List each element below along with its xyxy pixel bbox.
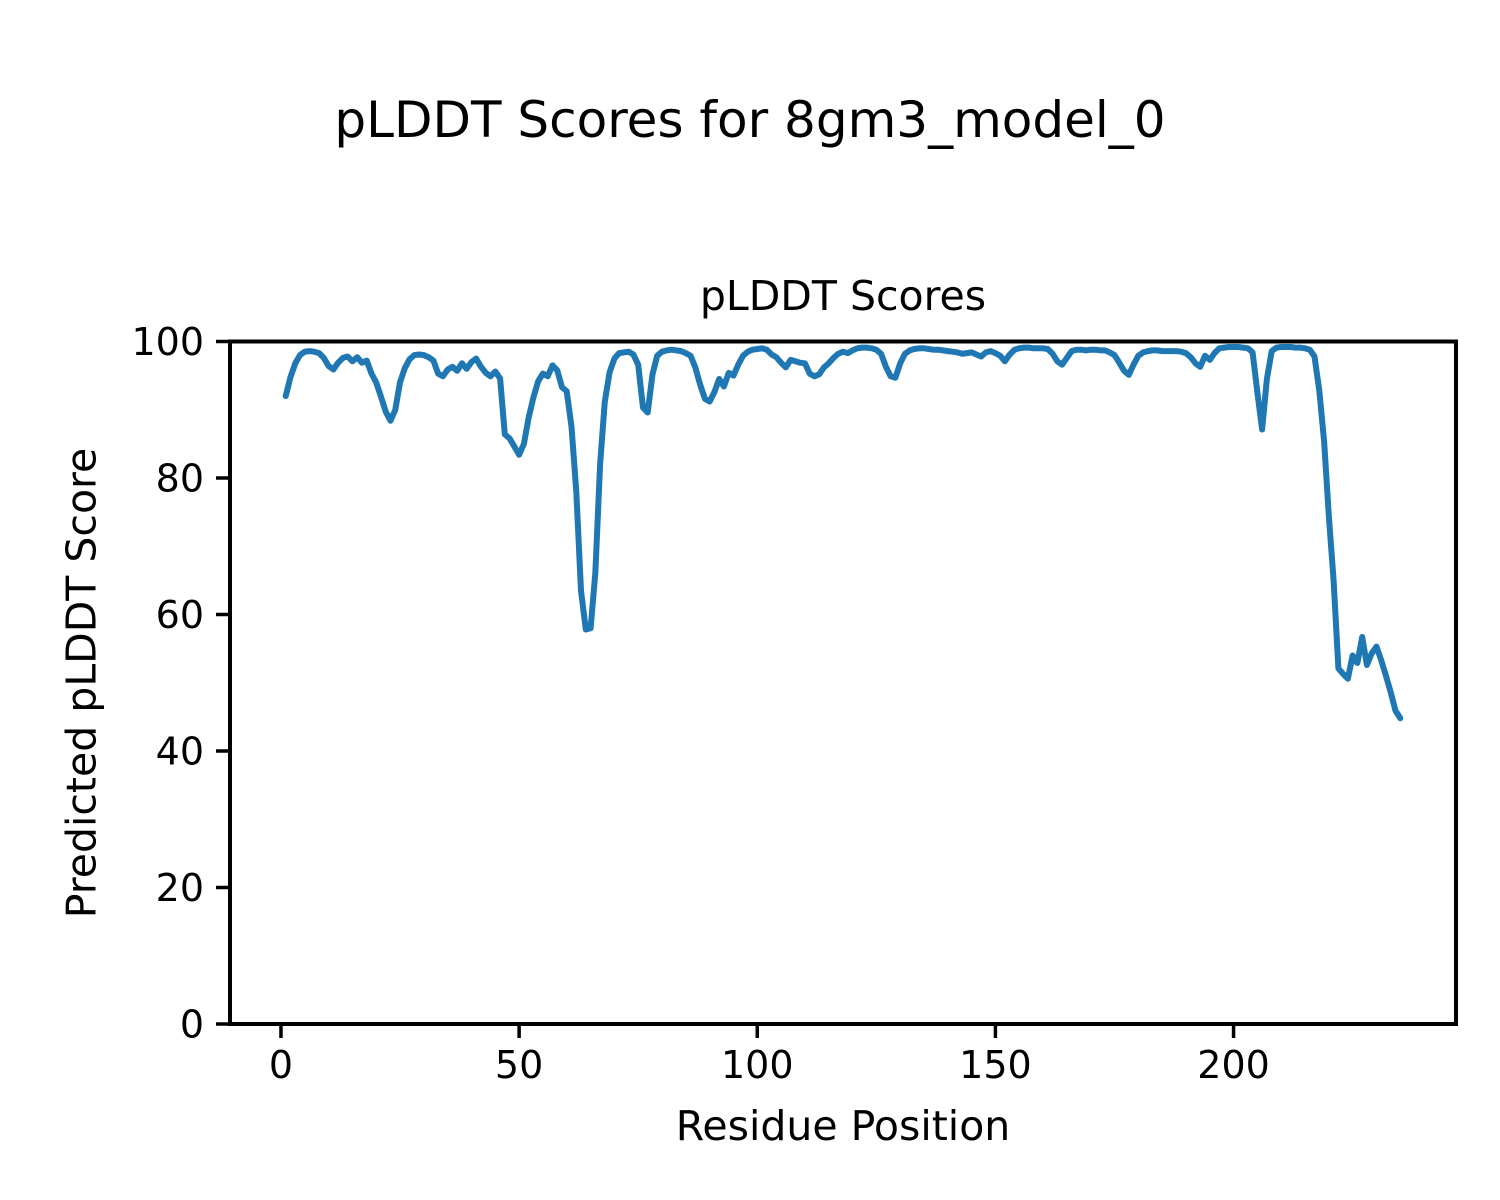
- y-tick-label: 40: [156, 730, 204, 774]
- x-tick-label: 100: [721, 1043, 794, 1087]
- x-tick-label: 150: [959, 1043, 1032, 1087]
- x-axis-label: Residue Position: [675, 1102, 1011, 1150]
- x-tick-label: 0: [269, 1043, 293, 1087]
- axis-tick-marks: [216, 339, 1236, 1038]
- figure-title: pLDDT Scores for 8gm3_model_0: [334, 91, 1166, 149]
- x-tick-label: 50: [495, 1043, 543, 1087]
- y-tick-label: 0: [180, 1003, 204, 1047]
- axes-frame: [228, 339, 1458, 1026]
- axes-title: pLDDT Scores: [699, 272, 987, 320]
- y-tick-label: 60: [156, 593, 204, 637]
- x-tick-label: 200: [1197, 1043, 1270, 1087]
- pldd-line-series: [282, 344, 1404, 722]
- y-tick-label: 20: [156, 866, 204, 910]
- y-tick-label: 100: [131, 320, 204, 364]
- y-tick-label: 80: [156, 457, 204, 501]
- axis-tick-labels: 0 50 100 150 200 0 20 40 60 80 100: [131, 320, 1269, 1087]
